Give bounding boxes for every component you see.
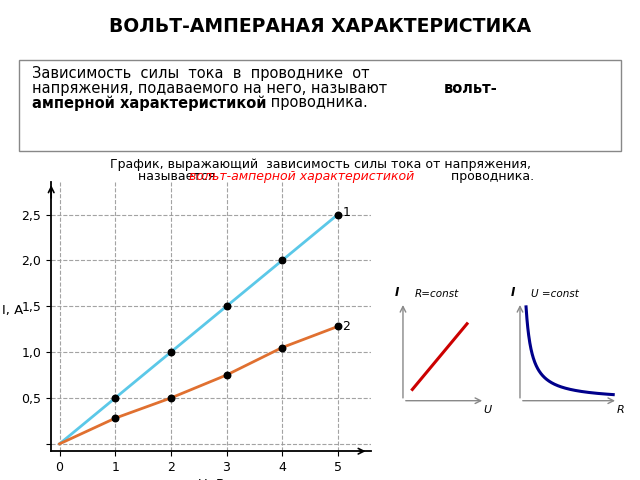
Point: [166, 348, 176, 356]
Text: I: I: [510, 287, 515, 300]
Text: напряжения, подаваемого на него, называют: напряжения, подаваемого на него, называю…: [32, 81, 392, 96]
Text: R: R: [617, 406, 625, 415]
Text: U: U: [483, 406, 492, 415]
Text: ВОЛЬТ-АМПЕРАНАЯ ХАРАКТЕРИСТИКА: ВОЛЬТ-АМПЕРАНАЯ ХАРАКТЕРИСТИКА: [109, 17, 531, 36]
Text: проводника.: проводника.: [447, 170, 534, 183]
Point: [333, 211, 343, 218]
X-axis label: U, В: U, В: [198, 478, 225, 480]
Text: проводника.: проводника.: [266, 95, 367, 110]
Text: 1: 1: [342, 206, 350, 219]
Y-axis label: I, А: I, А: [2, 304, 24, 317]
Point: [277, 256, 287, 264]
Text: вольт-: вольт-: [444, 81, 497, 96]
Point: [277, 344, 287, 351]
Point: [110, 414, 120, 422]
Point: [221, 302, 232, 310]
Text: называется: называется: [138, 170, 219, 183]
Text: I: I: [394, 287, 399, 300]
Point: [166, 394, 176, 402]
Text: Зависимость  силы  тока  в  проводнике  от: Зависимость силы тока в проводнике от: [32, 66, 369, 81]
Point: [333, 323, 343, 330]
Text: вольт-амперной характеристикой: вольт-амперной характеристикой: [189, 170, 414, 183]
Text: U =const: U =const: [531, 289, 579, 300]
Text: R=const: R=const: [415, 289, 459, 300]
Point: [110, 394, 120, 402]
Text: 2: 2: [342, 320, 350, 333]
Text: График, выражающий  зависимость силы тока от напряжения,: График, выражающий зависимость силы тока…: [109, 158, 531, 171]
Text: амперной характеристикой: амперной характеристикой: [32, 95, 266, 110]
Point: [221, 371, 232, 379]
